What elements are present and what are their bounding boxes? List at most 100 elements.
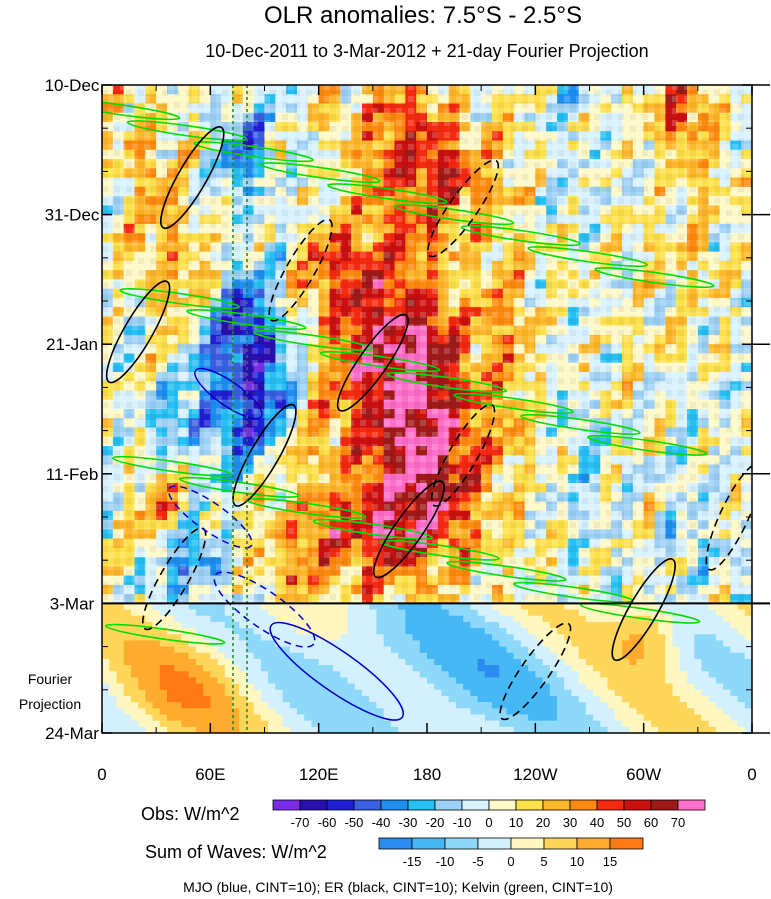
er-contour: [430, 403, 496, 507]
colorbar-level: -10: [436, 854, 455, 869]
mjo-contour: [269, 621, 405, 721]
colorbar-swatch: [444, 837, 479, 850]
colorbar-level: -10: [453, 815, 472, 830]
kelvin-contour: [327, 183, 448, 205]
colorbar-swatch: [543, 837, 578, 850]
x-tick-label: 60E: [195, 765, 225, 784]
colorbar-level: 40: [590, 815, 604, 830]
colorbar-swatch: [477, 837, 512, 850]
er-contour: [336, 313, 409, 412]
colorbar-swatch: [272, 799, 301, 811]
colorbar-swatch: [677, 799, 706, 811]
colorbar-swatch: [378, 837, 413, 850]
colorbar-swatch: [576, 837, 611, 850]
kelvin-contour: [594, 267, 715, 289]
er-contour: [160, 126, 225, 230]
chart-subtitle: 10-Dec-2011 to 3-Mar-2012 + 21-day Fouri…: [205, 41, 648, 61]
x-tick-label: 0: [97, 765, 106, 784]
y-tick-label: 3-Mar: [50, 594, 95, 613]
colorbar-swatch: [650, 799, 679, 811]
y-tick-label: 31-Dec: [45, 206, 100, 225]
colorbar-level: -30: [399, 815, 418, 830]
kelvin-contour: [446, 560, 567, 582]
kelvin-contour: [179, 476, 300, 498]
axes: 10-Dec 31-Dec 21-Jan 11-Feb 3-Mar 24-Mar 0 60E 1…: [45, 76, 770, 784]
mjo-contour: [194, 367, 263, 420]
kelvin-contour: [119, 288, 240, 310]
y-tick-label: 21-Jan: [46, 335, 98, 354]
colorbar-swatch: [407, 799, 436, 811]
er-contour: [427, 159, 500, 258]
er-contour: [499, 622, 572, 721]
colorbar-level: 0: [507, 854, 514, 869]
kelvin-contour: [579, 602, 701, 624]
colorbar-swatch: [569, 799, 598, 811]
mjo-contour: [213, 571, 316, 648]
kelvin-contour: [520, 413, 641, 435]
colorbar-level: -5: [472, 854, 484, 869]
colorbar-level: 20: [536, 815, 550, 830]
waves-colorbar-label: Sum of Waves: W/m^2: [145, 842, 327, 862]
colorbar-swatch: [510, 837, 545, 850]
kelvin-contour: [453, 392, 574, 414]
forecast-label-line2: Projection: [19, 696, 81, 712]
obs-colorbar: -70 -60 -50 -40 -30 -20 -10 0 10 20 30 40 50 60 70: [272, 799, 706, 830]
colorbar-swatch: [299, 799, 328, 811]
colorbar-swatch: [326, 799, 355, 811]
plot-area: [102, 85, 752, 733]
kelvin-contour: [386, 371, 508, 393]
chart-title: OLR anomalies: 7.5°S - 2.5°S: [264, 2, 582, 29]
kelvin-contour: [260, 162, 381, 184]
colorbar-level: 5: [540, 854, 547, 869]
kelvin-contour: [587, 434, 708, 456]
wave-legend-caption: MJO (blue, CINT=10); ER (black, CINT=10)…: [183, 879, 613, 895]
kelvin-contour: [104, 623, 226, 645]
x-tick-label: 60W: [626, 765, 661, 784]
kelvin-contour: [379, 539, 500, 561]
colorbar-swatch: [623, 799, 652, 811]
kelvin-contour: [393, 204, 515, 226]
colorbar-level: 10: [509, 815, 523, 830]
colorbar-level: -40: [372, 815, 391, 830]
colorbar-swatch: [515, 799, 544, 811]
y-tick-label: 11-Feb: [46, 465, 99, 484]
er-contour: [105, 280, 171, 384]
colorbar-level: -60: [318, 815, 337, 830]
colorbar-level: -50: [345, 815, 364, 830]
colorbar-swatch: [488, 799, 517, 811]
kelvin-contour: [319, 350, 441, 372]
colorbar-swatch: [380, 799, 409, 811]
colorbar-swatch: [609, 837, 644, 850]
kelvin-contour: [253, 329, 374, 352]
colorbar-swatch: [461, 799, 490, 811]
er-contour: [705, 463, 752, 571]
y-tick-label: 10-Dec: [45, 76, 100, 95]
colorbar-swatch: [542, 799, 571, 811]
kelvin-contour: [460, 225, 582, 247]
colorbar-level: -15: [403, 854, 422, 869]
colorbar-swatch: [434, 799, 463, 811]
colorbar-swatch: [411, 837, 446, 850]
x-tick-label: 120E: [299, 765, 339, 784]
colorbar-level: 15: [603, 854, 617, 869]
colorbar-level: 30: [563, 815, 577, 830]
x-tick-label: 0: [747, 765, 756, 784]
colorbar-level: 0: [485, 815, 492, 830]
colorbar-level: 50: [617, 815, 631, 830]
wave-contours: [102, 99, 752, 721]
obs-colorbar-label: Obs: W/m^2: [141, 804, 239, 824]
er-contour: [372, 480, 445, 579]
colorbar-level: 10: [570, 854, 584, 869]
y-tick-label: 24-Mar: [45, 724, 99, 743]
colorbar-level: 60: [644, 815, 658, 830]
x-tick-label: 180: [413, 765, 441, 784]
colorbar-level: -20: [426, 815, 445, 830]
er-contour: [268, 218, 333, 322]
waves-colorbar: -15 -10 -5 0 5 10 15: [378, 837, 644, 869]
colorbar-level: 70: [671, 815, 685, 830]
er-contour: [232, 403, 297, 507]
colorbar-swatch: [353, 799, 382, 811]
kelvin-contour: [102, 99, 181, 121]
x-tick-label: 120W: [513, 765, 557, 784]
